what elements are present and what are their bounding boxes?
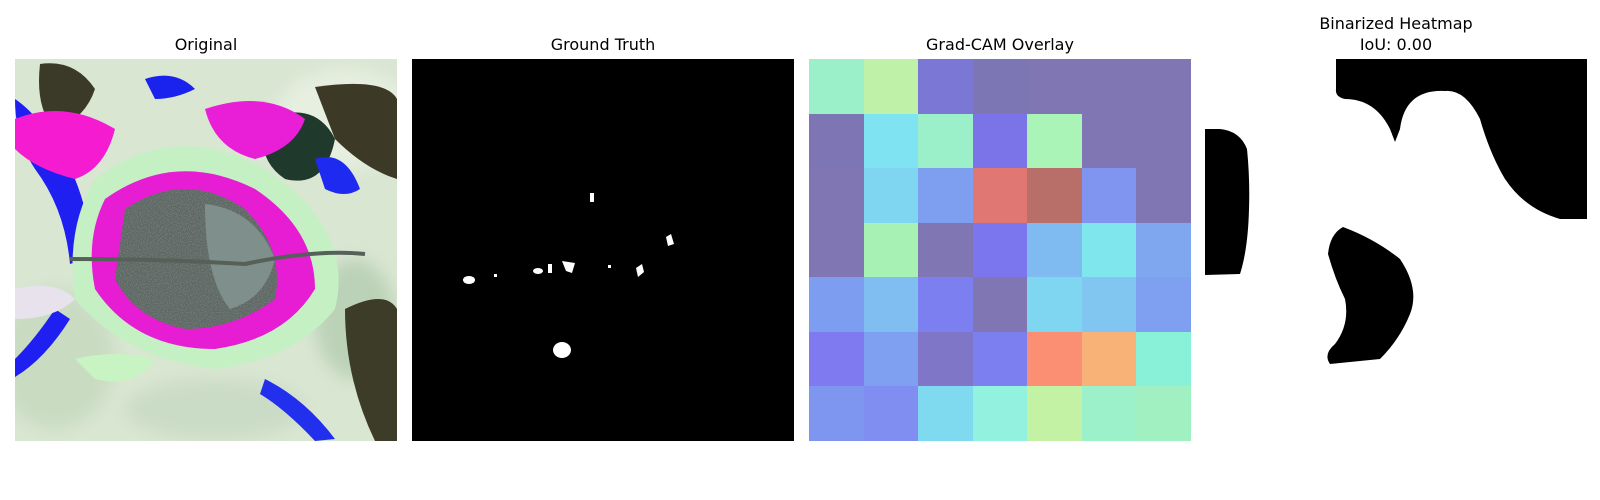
original-image — [15, 59, 397, 441]
gradcam-cell — [1136, 277, 1191, 332]
gradcam-cell — [918, 59, 973, 114]
gradcam-cell — [918, 222, 973, 278]
gradcam-cell — [809, 59, 864, 114]
gradcam-cell — [918, 277, 973, 332]
gradcam-cell — [1027, 222, 1082, 278]
binarized-title: Binarized Heatmap IoU: 0.00 — [1319, 14, 1473, 54]
gradcam-title: Grad-CAM Overlay — [926, 35, 1074, 54]
gradcam-cell — [809, 168, 864, 223]
gradcam-cell — [863, 113, 919, 169]
gradcam-cell — [1136, 386, 1191, 441]
gradcam-cell — [1081, 59, 1137, 114]
gradcam-cell — [1136, 168, 1191, 223]
gradcam-cell — [809, 113, 864, 169]
gradcam-overlay — [809, 59, 1191, 441]
gradcam-cell — [1027, 168, 1082, 223]
gradcam-cell — [918, 168, 973, 223]
gradcam-heatmap-grid — [809, 59, 1191, 441]
gradcam-cell — [972, 331, 1028, 387]
gradcam-cell — [1027, 277, 1082, 332]
gradcam-cell — [1081, 222, 1137, 278]
gradcam-cell — [972, 222, 1028, 278]
gradcam-cell — [863, 331, 919, 387]
gradcam-cell — [1027, 59, 1082, 114]
gradcam-cell — [863, 386, 919, 441]
gradcam-cell — [1081, 386, 1137, 441]
gradcam-cell — [1081, 113, 1137, 169]
gradcam-cell — [863, 222, 919, 278]
gradcam-cell — [972, 59, 1028, 114]
gradcam-cell — [918, 386, 973, 441]
gradcam-cell — [1027, 113, 1082, 169]
ground-truth-mask — [412, 59, 794, 441]
gradcam-cell — [809, 331, 864, 387]
gradcam-cell — [1027, 331, 1082, 387]
gradcam-cell — [972, 386, 1028, 441]
original-title: Original — [174, 35, 238, 54]
gradcam-cell — [1081, 168, 1137, 223]
gradcam-cell — [1027, 386, 1082, 441]
gradcam-cell — [1136, 59, 1191, 114]
gradcam-cell — [863, 277, 919, 332]
gradcam-cell — [1136, 331, 1191, 387]
gradcam-cell — [972, 168, 1028, 223]
binarized-heatmap — [1205, 59, 1587, 441]
gradcam-cell — [972, 113, 1028, 169]
gradcam-cell — [918, 331, 973, 387]
gradcam-cell — [1081, 331, 1137, 387]
gradcam-cell — [1081, 277, 1137, 332]
gradcam-cell — [1136, 113, 1191, 169]
gradcam-cell — [918, 113, 973, 169]
gradcam-cell — [1136, 222, 1191, 278]
gradcam-cell — [809, 277, 864, 332]
gradcam-cell — [972, 277, 1028, 332]
ground-truth-title: Ground Truth — [550, 35, 656, 54]
gradcam-cell — [863, 59, 919, 114]
gradcam-cell — [809, 222, 864, 278]
gradcam-cell — [863, 168, 919, 223]
gradcam-cell — [809, 386, 864, 441]
